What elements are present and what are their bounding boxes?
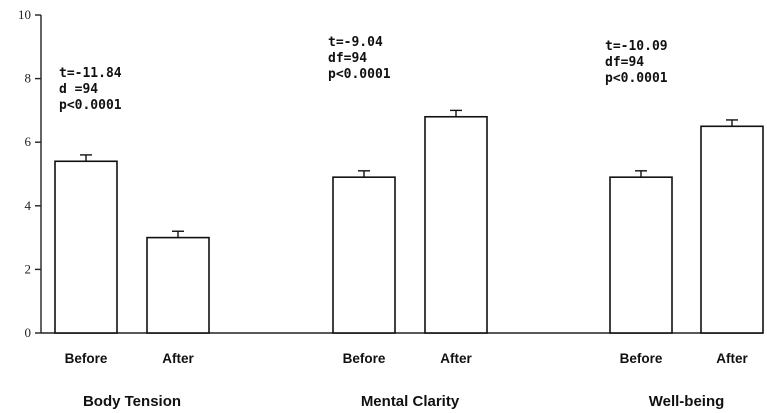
bar-body-tension-after [146, 236, 210, 334]
group-label: Well-being [649, 393, 725, 410]
x-tick-label: Before [65, 351, 108, 366]
y-tick-label: 0 [25, 325, 32, 340]
x-tick-label: Before [620, 351, 663, 366]
bar-body-tension-before [54, 160, 118, 334]
stat-annotation: t=-11.84 [59, 66, 122, 81]
stat-annotation: p<0.0001 [605, 71, 668, 86]
group-label: Mental Clarity [361, 393, 460, 410]
stat-annotation: df=94 [605, 55, 644, 70]
y-tick-label: 8 [25, 71, 32, 86]
x-tick-label: After [162, 351, 194, 366]
stat-annotation: t=-10.09 [605, 39, 668, 54]
bar-mental-clarity-before [332, 176, 396, 334]
stat-annotation: t=-9.04 [328, 35, 383, 50]
x-tick-label: After [716, 351, 748, 366]
bar-well-being-after [700, 125, 764, 334]
y-tick-label: 6 [25, 134, 32, 149]
stat-annotation: p<0.0001 [328, 67, 391, 82]
stat-annotation: df=94 [328, 51, 367, 66]
bars-layer [54, 109, 764, 334]
y-tick-label: 10 [18, 7, 31, 22]
group-label: Body Tension [83, 393, 181, 410]
y-tick-label: 4 [25, 198, 32, 213]
x-tick-label: After [440, 351, 472, 366]
bar-mental-clarity-after [424, 115, 488, 334]
y-tick-label: 2 [25, 261, 32, 276]
bar-well-being-before [609, 176, 673, 334]
stat-annotation: d =94 [59, 82, 98, 97]
x-tick-label: Before [343, 351, 386, 366]
stat-annotation: p<0.0001 [59, 98, 122, 113]
